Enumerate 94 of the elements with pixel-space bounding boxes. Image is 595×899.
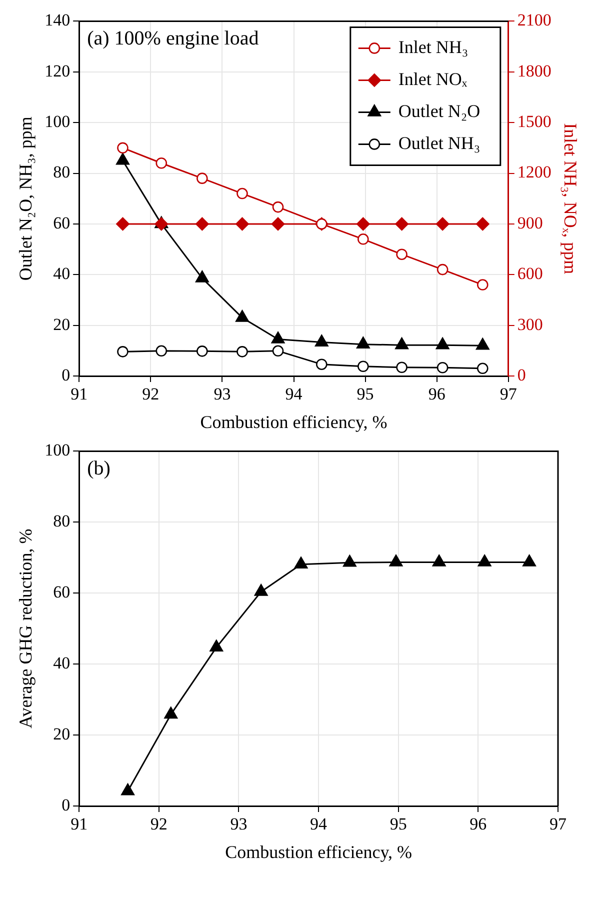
point bbox=[116, 152, 130, 165]
x-axis-title: Combustion efficiency, % bbox=[200, 412, 388, 432]
point bbox=[478, 554, 492, 566]
point bbox=[164, 706, 178, 719]
point bbox=[476, 279, 488, 290]
x-tick-label: 93 bbox=[230, 814, 248, 834]
point bbox=[294, 556, 308, 569]
point bbox=[314, 334, 328, 346]
x-tick-label: 92 bbox=[150, 814, 168, 834]
point bbox=[121, 783, 134, 796]
x-tick-label: 94 bbox=[310, 814, 328, 834]
y2-tick-label: 900 bbox=[517, 213, 543, 232]
y-tick-label: 80 bbox=[53, 162, 70, 182]
x-tick-label: 94 bbox=[285, 384, 303, 404]
y-tick-label: 40 bbox=[53, 264, 70, 284]
y2-axis-title: Inlet NH₃, NOₓ, ppm bbox=[560, 123, 580, 274]
point bbox=[396, 248, 408, 260]
y2-tick-label: 1800 bbox=[517, 61, 552, 80]
x-tick-label: 96 bbox=[428, 384, 446, 404]
point bbox=[272, 345, 284, 357]
point bbox=[236, 188, 248, 200]
y-tick-label: 40 bbox=[53, 654, 70, 673]
point bbox=[195, 270, 209, 282]
point bbox=[116, 217, 130, 231]
point bbox=[342, 554, 356, 567]
x-tick-label: 91 bbox=[70, 814, 88, 834]
point bbox=[432, 554, 446, 566]
point bbox=[396, 362, 408, 374]
point bbox=[196, 346, 208, 357]
point bbox=[436, 217, 450, 231]
y-tick-label: 0 bbox=[62, 365, 70, 384]
y-tick-label: 100 bbox=[44, 440, 70, 460]
point bbox=[236, 217, 249, 231]
y-axis-title: Outlet N₂O, NH₃, ppm bbox=[16, 116, 36, 281]
point bbox=[196, 172, 208, 184]
point bbox=[254, 584, 268, 596]
x-axis-title: Combustion efficiency, % bbox=[225, 842, 412, 862]
y-tick-label: 80 bbox=[53, 512, 70, 531]
point bbox=[395, 337, 409, 350]
y2-tick-label: 2100 bbox=[517, 10, 552, 30]
point bbox=[236, 346, 248, 358]
point bbox=[395, 217, 408, 231]
y2-tick-label: 1200 bbox=[517, 162, 552, 182]
y-tick-label: 20 bbox=[53, 724, 70, 744]
point bbox=[156, 157, 168, 169]
x-tick-label: 95 bbox=[356, 384, 374, 404]
x-tick-label: 96 bbox=[470, 814, 487, 834]
x-tick-label: 92 bbox=[142, 384, 160, 404]
y-tick-label: 120 bbox=[44, 61, 70, 80]
x-tick-label: 91 bbox=[70, 384, 88, 404]
y-tick-label: 60 bbox=[53, 213, 70, 232]
point bbox=[436, 362, 448, 374]
x-tick-label: 95 bbox=[390, 814, 407, 834]
y-tick-label: 0 bbox=[62, 795, 70, 814]
legend-label: Outlet N₂O bbox=[398, 100, 480, 121]
point bbox=[156, 345, 168, 357]
annotation: (a) 100% engine load bbox=[87, 27, 259, 50]
y-tick-label: 60 bbox=[53, 582, 70, 602]
point bbox=[476, 217, 490, 231]
point bbox=[271, 332, 285, 344]
point bbox=[356, 336, 370, 348]
x-tick-label: 97 bbox=[500, 384, 518, 404]
point bbox=[272, 201, 284, 213]
point bbox=[476, 338, 490, 350]
point bbox=[522, 554, 536, 566]
point bbox=[236, 310, 249, 322]
legend-label: Inlet NH₃ bbox=[398, 36, 468, 57]
y2-tick-label: 1500 bbox=[517, 112, 552, 132]
y2-tick-label: 0 bbox=[517, 365, 526, 384]
point bbox=[358, 360, 369, 372]
point bbox=[358, 234, 369, 245]
legend-label: Outlet NH₃ bbox=[398, 132, 480, 153]
y-axis-title: Average GHG reduction, % bbox=[16, 528, 36, 728]
point bbox=[316, 358, 328, 370]
point bbox=[154, 217, 168, 231]
point bbox=[117, 142, 128, 154]
point bbox=[271, 217, 285, 231]
point bbox=[436, 264, 448, 276]
annotation: (b) bbox=[87, 457, 110, 480]
x-tick-label: 93 bbox=[214, 384, 231, 404]
y2-tick-label: 600 bbox=[517, 264, 543, 284]
point bbox=[196, 217, 209, 231]
legend-label: Inlet NOₓ bbox=[398, 68, 468, 89]
y-tick-label: 140 bbox=[44, 10, 70, 30]
point bbox=[389, 554, 403, 566]
y-tick-label: 20 bbox=[53, 314, 70, 334]
point bbox=[117, 346, 128, 358]
y-tick-label: 100 bbox=[44, 112, 70, 132]
point bbox=[436, 337, 450, 350]
point bbox=[356, 217, 370, 231]
y2-tick-label: 300 bbox=[517, 314, 543, 334]
point bbox=[210, 640, 224, 652]
x-tick-label: 97 bbox=[550, 814, 567, 834]
point bbox=[476, 362, 488, 374]
